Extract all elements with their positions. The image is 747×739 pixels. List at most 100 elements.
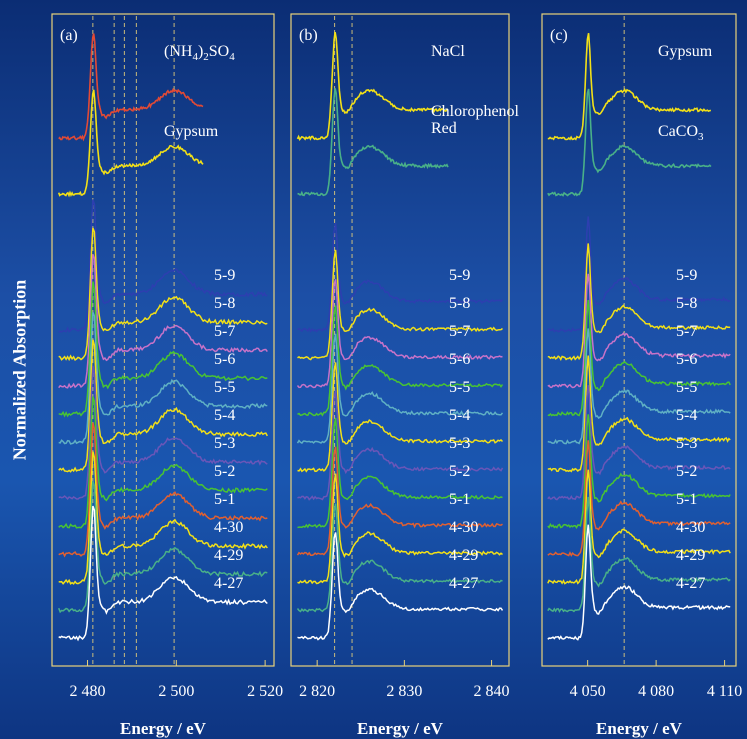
reference-label-part: ) (198, 43, 203, 60)
series-line (297, 305, 504, 417)
series-label: 5-6 (449, 351, 470, 368)
x-tick-label: 2 480 (70, 683, 106, 700)
reference-label-part: 4 (229, 51, 235, 63)
reference-label-part: NaCl (431, 43, 465, 60)
panel-1: 5-9 5-8 5-7 5-6 5-5 5-4 5-3 5-2 5-1 4-30 4-29 4-27 (… (51, 13, 283, 738)
series-label: 5-9 (676, 267, 697, 284)
series-line (547, 414, 731, 530)
x-axis-title: Energy / eV (596, 719, 683, 738)
reference-label: Chlorophenol Red (431, 103, 520, 137)
reference-label-part: Red (431, 120, 457, 137)
series-label: 5-1 (214, 491, 235, 508)
x-tick-label: 2 500 (158, 683, 194, 700)
series-label: 5-4 (676, 407, 697, 424)
reference-label-part: CaCO (658, 123, 698, 140)
series-line (297, 222, 504, 333)
reference-label: Gypsum (658, 43, 713, 60)
series-line (58, 254, 268, 389)
series-label: 5-5 (449, 379, 470, 396)
series-line (547, 440, 731, 557)
series-line (297, 473, 503, 585)
series-line (58, 199, 268, 333)
series-label: 4-27 (449, 575, 478, 592)
series-label: 5-6 (676, 351, 697, 368)
reference-label-part: Gypsum (164, 123, 219, 140)
series-line (296, 503, 503, 613)
series-label: 5-9 (214, 267, 235, 284)
series-line (58, 480, 268, 614)
series-line (296, 333, 504, 444)
series-line (547, 273, 731, 389)
x-tick-label: 2 830 (386, 683, 422, 700)
series-label: 5-5 (214, 379, 235, 396)
reference-label-part: Gypsum (658, 43, 713, 60)
x-tick-label: 2 520 (247, 683, 283, 700)
series-line (547, 243, 731, 362)
series-line (547, 524, 731, 641)
series-line (296, 446, 503, 556)
reference-label-part: SO (209, 43, 229, 60)
panel-frame (290, 13, 510, 667)
series-line (58, 281, 268, 418)
series-label: 4-27 (676, 575, 705, 592)
series-label: 5-7 (676, 323, 697, 340)
reference-spectrum-line (297, 88, 449, 197)
panel-3: 5-9 5-8 5-7 5-6 5-5 5-4 5-3 5-2 5-1 4-30 4-29 4-27 G… (541, 13, 742, 738)
x-axis-title: Energy / eV (357, 719, 444, 738)
series-line (547, 496, 731, 613)
panel-label: (b) (299, 27, 318, 44)
x-tick-label: 2 840 (474, 683, 510, 700)
series-line (58, 505, 268, 642)
series-label: 5-1 (449, 491, 470, 508)
series-label: 5-3 (676, 435, 697, 452)
reference-label: Gypsum (164, 123, 219, 140)
series-line (547, 216, 731, 333)
panel-frame (541, 13, 737, 667)
series-label: 5-7 (449, 323, 470, 340)
reference-spectrum-line (58, 33, 204, 142)
series-line (547, 385, 731, 501)
series-label: 5-3 (214, 435, 235, 452)
series-line (547, 469, 731, 585)
series-line (58, 312, 268, 445)
series-line (547, 328, 731, 445)
series-label: 4-29 (449, 547, 478, 564)
series-line (296, 279, 503, 389)
series-label: 5-4 (214, 407, 235, 424)
series-label: 5-8 (676, 295, 697, 312)
series-line (297, 249, 503, 361)
series-label: 5-8 (449, 295, 470, 312)
series-line (297, 532, 504, 641)
series-line (58, 227, 268, 362)
series-line (58, 451, 268, 585)
series-label: 4-30 (449, 519, 478, 536)
reference-spectrum-line (57, 89, 204, 198)
series-line (58, 365, 268, 501)
series-label: 4-30 (676, 519, 705, 536)
series-label: 5-7 (214, 323, 235, 340)
panel-2: 5-9 5-8 5-7 5-6 5-5 5-4 5-3 5-2 5-1 4-30 4-29 4-27 N… (290, 13, 520, 738)
reference-spectrum-line (547, 88, 712, 197)
series-line (58, 339, 268, 473)
series-label: 4-29 (214, 547, 243, 564)
series-label: 5-6 (214, 351, 235, 368)
series-line (58, 396, 268, 529)
panel-label: (c) (550, 27, 568, 44)
x-tick-label: 4 110 (707, 683, 742, 700)
reference-spectrum-line (296, 31, 449, 141)
series-label: 5-8 (214, 295, 235, 312)
series-line (58, 422, 268, 558)
series-line (297, 417, 503, 529)
series-label: 5-3 (449, 435, 470, 452)
reference-label-part: 4 (192, 51, 198, 63)
series-label: 5-2 (214, 463, 235, 480)
series-label: 5-2 (676, 463, 697, 480)
reference-label: CaCO3 (658, 123, 704, 143)
series-label: 4-29 (676, 547, 705, 564)
series-label: 4-30 (214, 519, 243, 536)
x-tick-label: 2 820 (299, 683, 335, 700)
reference-label: (NH4)2SO4 (164, 43, 235, 63)
reference-label: NaCl (431, 43, 465, 60)
